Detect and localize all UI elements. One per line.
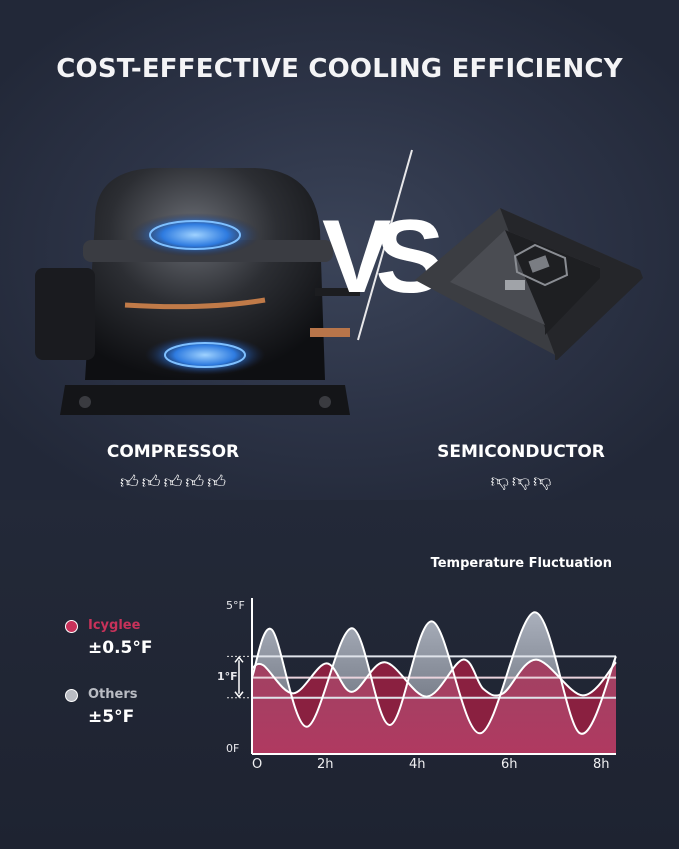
semiconductor-label: SEMICONDUCTOR <box>437 442 605 462</box>
legend-dot-icyglee <box>65 620 78 633</box>
legend-value-others: ±5°F <box>88 707 135 727</box>
thumbs-up-icon: 👍︎ <box>163 472 183 493</box>
thumbs-down-icon: 👎︎ <box>533 471 552 492</box>
band-label: 1°F <box>217 670 238 683</box>
compressor-image <box>35 168 360 415</box>
icyglee-line <box>251 658 617 698</box>
thumbs-up-icon: 👍︎ <box>141 472 161 493</box>
thumbs-up-icon: 👍︎ <box>119 472 139 493</box>
thumbs-down-icon: 👎︎ <box>511 471 531 492</box>
arrow-up-icon <box>234 656 244 663</box>
legend-value-icyglee: ±0.5°F <box>88 638 153 658</box>
y-tick-5: 5°F <box>226 599 245 612</box>
chart-title: Temperature Fluctuation <box>430 556 612 571</box>
compressor-rating: 👍︎ 👍︎ 👍︎ 👍︎ 👍︎ <box>53 471 293 493</box>
legend-name-others: Others <box>88 687 138 702</box>
legend-name-icyglee: Icyglee <box>88 618 141 633</box>
x-tick: 6h <box>501 757 518 772</box>
x-tick: O <box>252 757 263 772</box>
x-tick: 4h <box>409 757 426 772</box>
x-tick: 2h <box>317 757 334 772</box>
legend-dot-others <box>65 689 78 702</box>
y-tick-0: 0F <box>226 742 240 755</box>
vs-label: VS <box>322 199 445 315</box>
thumbs-up-icon: 👍︎ <box>207 472 227 493</box>
others-line <box>251 611 617 735</box>
semiconductor-image <box>415 208 643 360</box>
compressor-label: COMPRESSOR <box>106 442 240 462</box>
page-title: COST-EFFECTIVE COOLING EFFICIENCY <box>56 54 623 84</box>
semiconductor-rating: 👎︎ 👎︎ 👎︎ <box>401 470 641 492</box>
arrow-down-icon <box>234 691 244 698</box>
x-tick: 8h <box>593 757 610 772</box>
thumbs-up-icon: 👍︎ <box>185 472 205 493</box>
thumbs-down-icon: 👎︎ <box>490 471 509 492</box>
vs-divider <box>357 149 413 341</box>
